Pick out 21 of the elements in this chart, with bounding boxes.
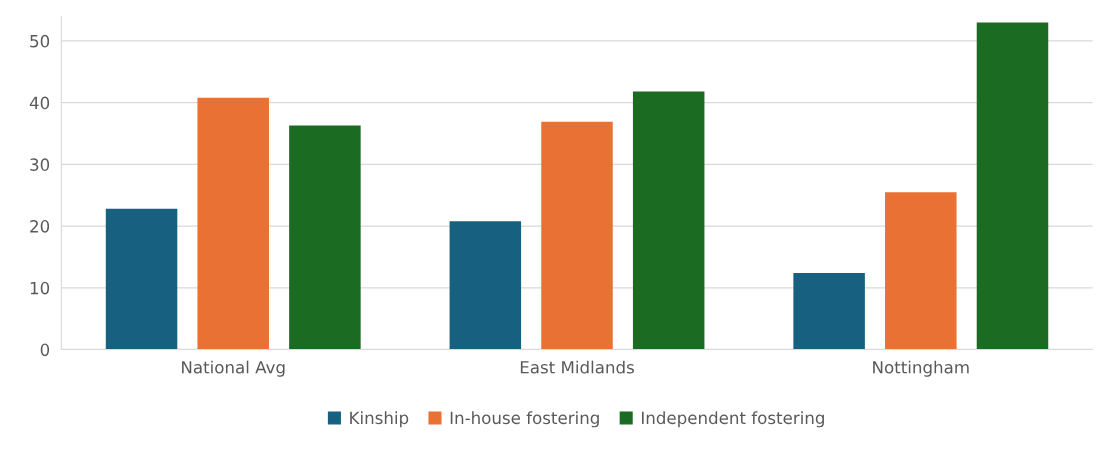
x-tick-label: National Avg xyxy=(182,360,285,377)
bar xyxy=(105,208,178,350)
y-tick-label: 50 xyxy=(30,34,50,48)
x-tick-label: East Midlands xyxy=(520,360,634,374)
legend-label: Independent fostering xyxy=(641,411,824,428)
y-tick-label: 0 xyxy=(40,343,50,357)
bar xyxy=(632,91,705,350)
bar xyxy=(449,221,522,350)
legend-label: Kinship xyxy=(350,411,409,428)
y-tick-label: 30 xyxy=(30,158,50,171)
bar xyxy=(289,125,361,350)
bar xyxy=(197,97,269,350)
bar xyxy=(793,273,865,350)
y-tick-label: 40 xyxy=(29,96,50,110)
bar xyxy=(885,192,957,350)
x-tick-label: Nottingham xyxy=(873,360,969,377)
bar xyxy=(541,121,613,350)
y-tick-label: 20 xyxy=(30,220,50,233)
legend-label: In-house fostering xyxy=(450,411,599,428)
bar xyxy=(976,22,1049,350)
y-tick-label: 10 xyxy=(30,281,50,295)
